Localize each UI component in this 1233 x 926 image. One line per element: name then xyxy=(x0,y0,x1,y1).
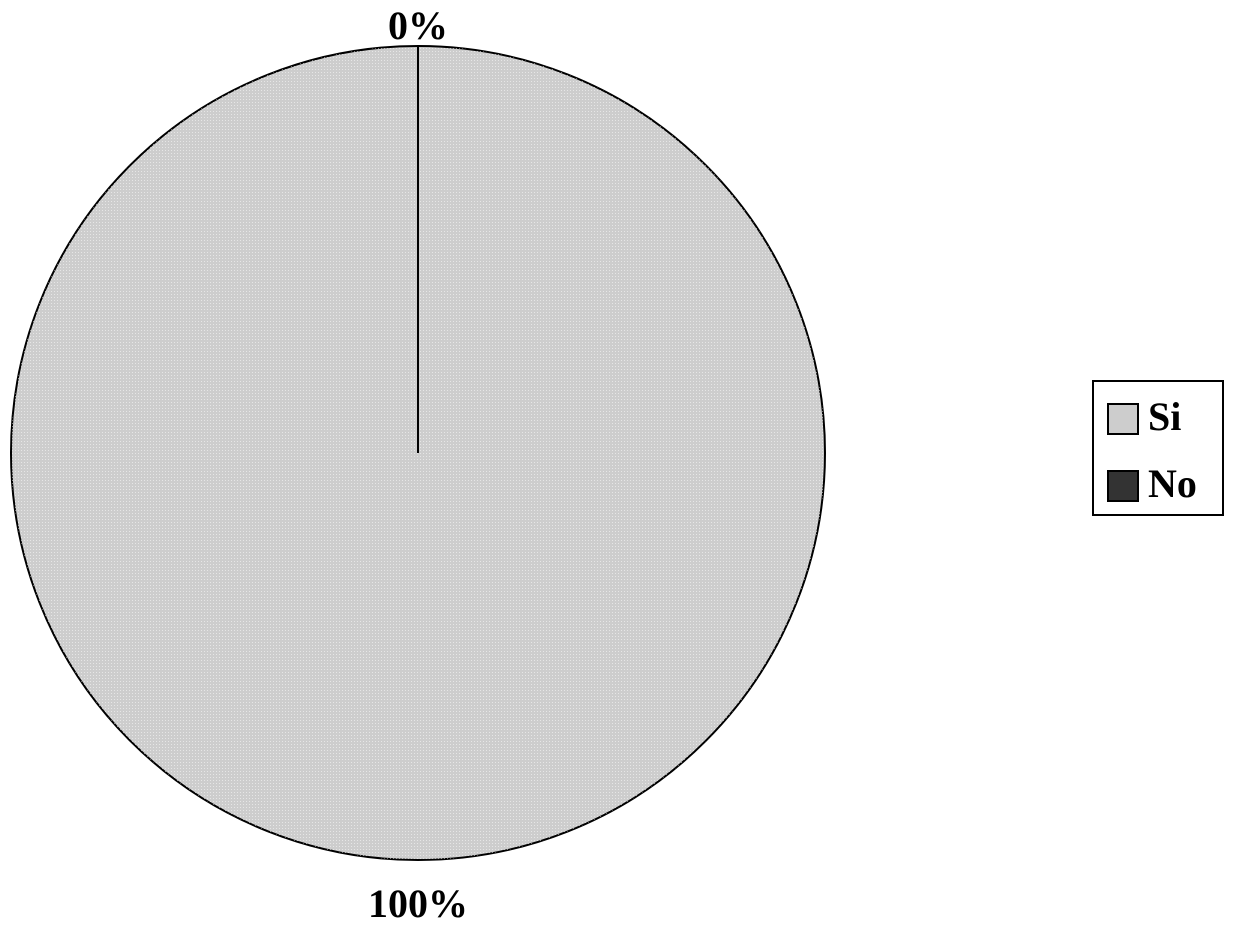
legend-label: No xyxy=(1148,461,1197,506)
data-label: 100% xyxy=(368,881,468,926)
data-label: 0% xyxy=(388,3,448,48)
legend: Si No xyxy=(1092,380,1224,516)
legend-swatch xyxy=(1107,470,1139,502)
pie xyxy=(10,44,826,862)
legend-swatch xyxy=(1107,403,1139,435)
legend-label: Si xyxy=(1148,394,1181,439)
